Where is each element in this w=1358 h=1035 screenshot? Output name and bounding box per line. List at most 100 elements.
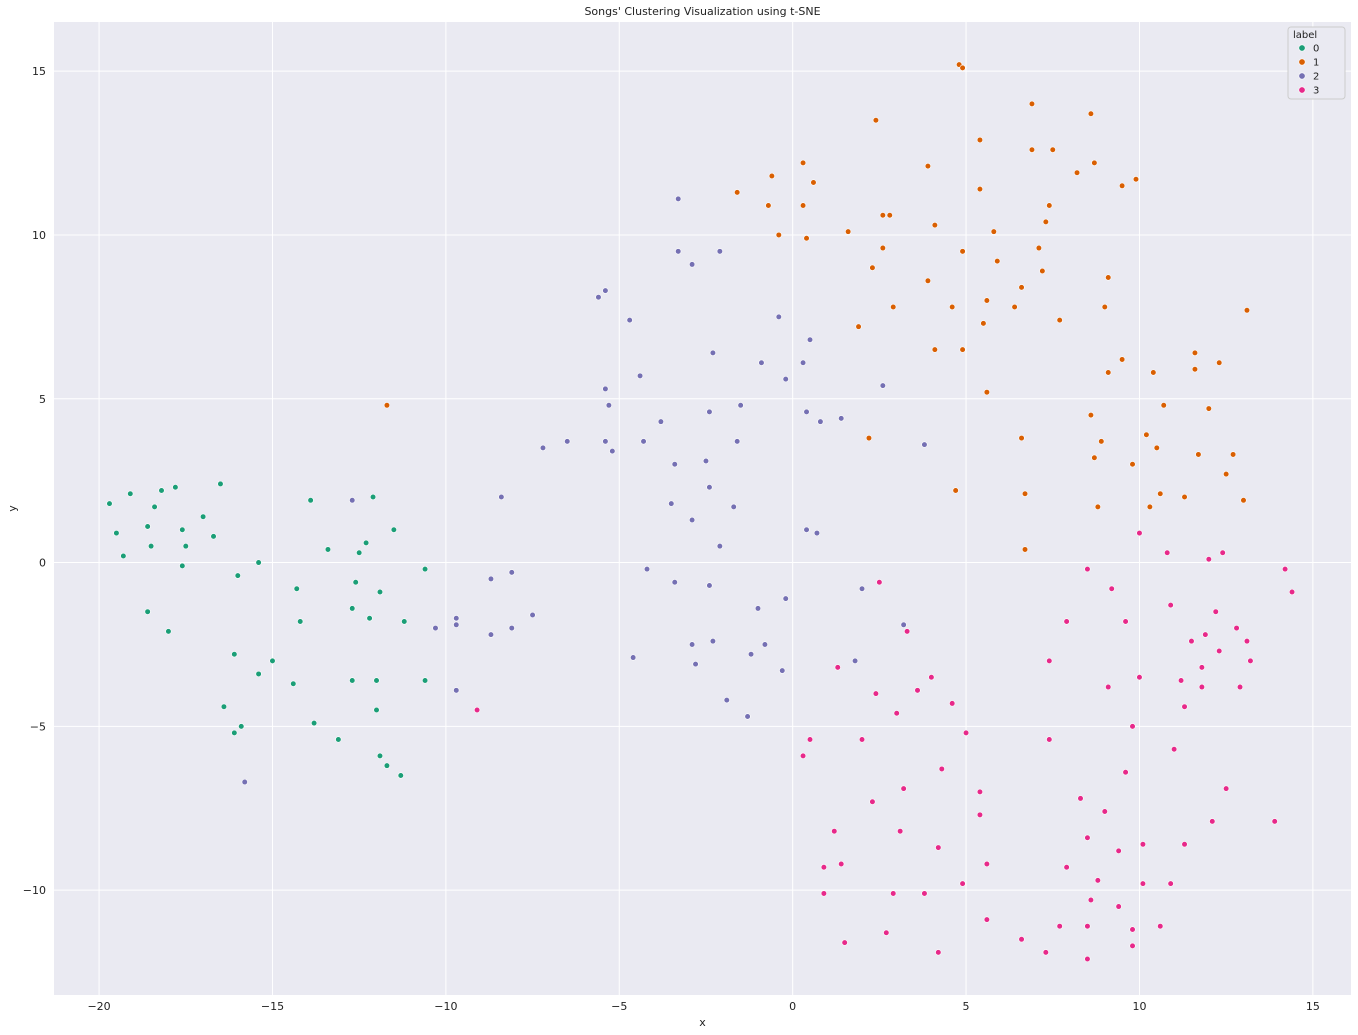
point-label-1	[1091, 454, 1098, 461]
legend-item-1: 1	[1298, 58, 1319, 69]
point-label-0	[182, 543, 189, 550]
point-label-3	[1056, 923, 1063, 930]
point-label-3	[1077, 795, 1084, 802]
point-label-2	[508, 624, 515, 632]
point-label-1	[810, 179, 817, 186]
point-label-2	[779, 667, 786, 674]
point-label-3	[1084, 566, 1091, 573]
point-label-0	[349, 605, 356, 612]
point-label-1	[879, 212, 886, 219]
point-label-3	[820, 864, 827, 871]
point-label-1	[1039, 267, 1046, 275]
point-label-3	[883, 929, 890, 936]
point-label-1	[1028, 146, 1036, 153]
point-label-1	[1119, 356, 1126, 363]
point-label-1	[775, 231, 782, 239]
point-label-2	[630, 654, 637, 661]
point-label-3	[1129, 942, 1136, 949]
point-label-1	[959, 64, 966, 71]
point-label-2	[761, 641, 769, 648]
point-label-1	[1094, 503, 1101, 510]
point-label-0	[255, 559, 262, 566]
tick-labels: −20 −15 −10 −5 0 5 10 15 −10 −5 0 5 10 15	[23, 65, 1320, 1013]
grid-lines	[54, 22, 1351, 995]
point-label-3	[1167, 602, 1174, 609]
point-label-1	[1056, 317, 1063, 324]
point-label-3	[1212, 608, 1219, 615]
point-label-1	[734, 189, 741, 196]
point-label-3	[897, 828, 904, 835]
point-label-1	[1091, 159, 1098, 166]
point-label-2	[799, 359, 807, 366]
point-label-3	[935, 844, 942, 851]
point-label-3	[1216, 647, 1223, 655]
point-label-3	[831, 828, 838, 835]
point-label-0	[335, 736, 342, 743]
point-label-2	[730, 503, 737, 510]
point-label-1	[1087, 412, 1095, 419]
point-label-0	[421, 677, 429, 684]
point-label-2	[529, 611, 536, 619]
point-label-3	[1205, 556, 1212, 563]
point-label-1	[1105, 274, 1112, 281]
point-label-1	[1153, 444, 1160, 451]
point-label-2	[675, 248, 682, 255]
point-label-2	[602, 438, 609, 445]
point-label-2	[702, 457, 710, 465]
point-label-2	[636, 372, 644, 379]
point-label-0	[401, 618, 408, 625]
x-tick-label: −5	[611, 1000, 627, 1013]
series-1	[383, 61, 1251, 553]
point-label-3	[1209, 818, 1216, 825]
point-label-1	[983, 389, 990, 396]
point-label-1	[1146, 503, 1153, 510]
point-label-2	[716, 248, 723, 255]
point-label-1	[976, 185, 984, 193]
point-label-2	[675, 195, 682, 203]
point-label-3	[1188, 638, 1195, 645]
point-label-3	[1181, 703, 1188, 710]
point-label-2	[803, 408, 810, 415]
point-label-2	[921, 441, 928, 448]
series-3	[473, 529, 1296, 963]
point-label-0	[127, 490, 134, 497]
point-label-2	[706, 582, 713, 589]
point-label-0	[144, 523, 151, 530]
point-label-1	[990, 228, 997, 235]
point-label-1	[1021, 490, 1029, 497]
point-label-3	[1122, 769, 1129, 776]
point-label-1	[1157, 490, 1164, 497]
point-label-2	[643, 566, 651, 573]
point-label-2	[602, 287, 609, 294]
point-label-3	[1101, 808, 1108, 815]
legend-label: 2	[1313, 72, 1319, 83]
point-label-1	[976, 136, 984, 144]
point-label-3	[1063, 618, 1070, 625]
point-label-3	[890, 890, 897, 897]
point-label-2	[747, 651, 755, 658]
point-label-1	[1223, 471, 1230, 478]
point-label-3	[914, 687, 921, 694]
point-label-1	[959, 346, 966, 353]
point-label-2	[671, 461, 678, 468]
point-label-3	[959, 880, 966, 887]
point-label-1	[1105, 369, 1112, 376]
point-label-3	[1094, 877, 1101, 884]
point-label-3	[893, 710, 900, 717]
point-label-2	[806, 336, 814, 343]
point-label-0	[148, 543, 155, 550]
point-label-0	[255, 670, 262, 678]
point-label-3	[1084, 923, 1091, 930]
point-label-1	[845, 228, 852, 235]
point-label-1	[765, 202, 772, 209]
point-label-1	[865, 434, 873, 442]
point-label-2	[688, 641, 696, 648]
point-label-1	[1018, 434, 1025, 442]
point-label-1	[855, 323, 862, 330]
point-label-3	[1139, 841, 1147, 848]
point-label-1	[1181, 493, 1188, 501]
point-label-0	[376, 588, 384, 596]
point-label-1	[924, 163, 932, 170]
point-label-3	[921, 890, 928, 897]
